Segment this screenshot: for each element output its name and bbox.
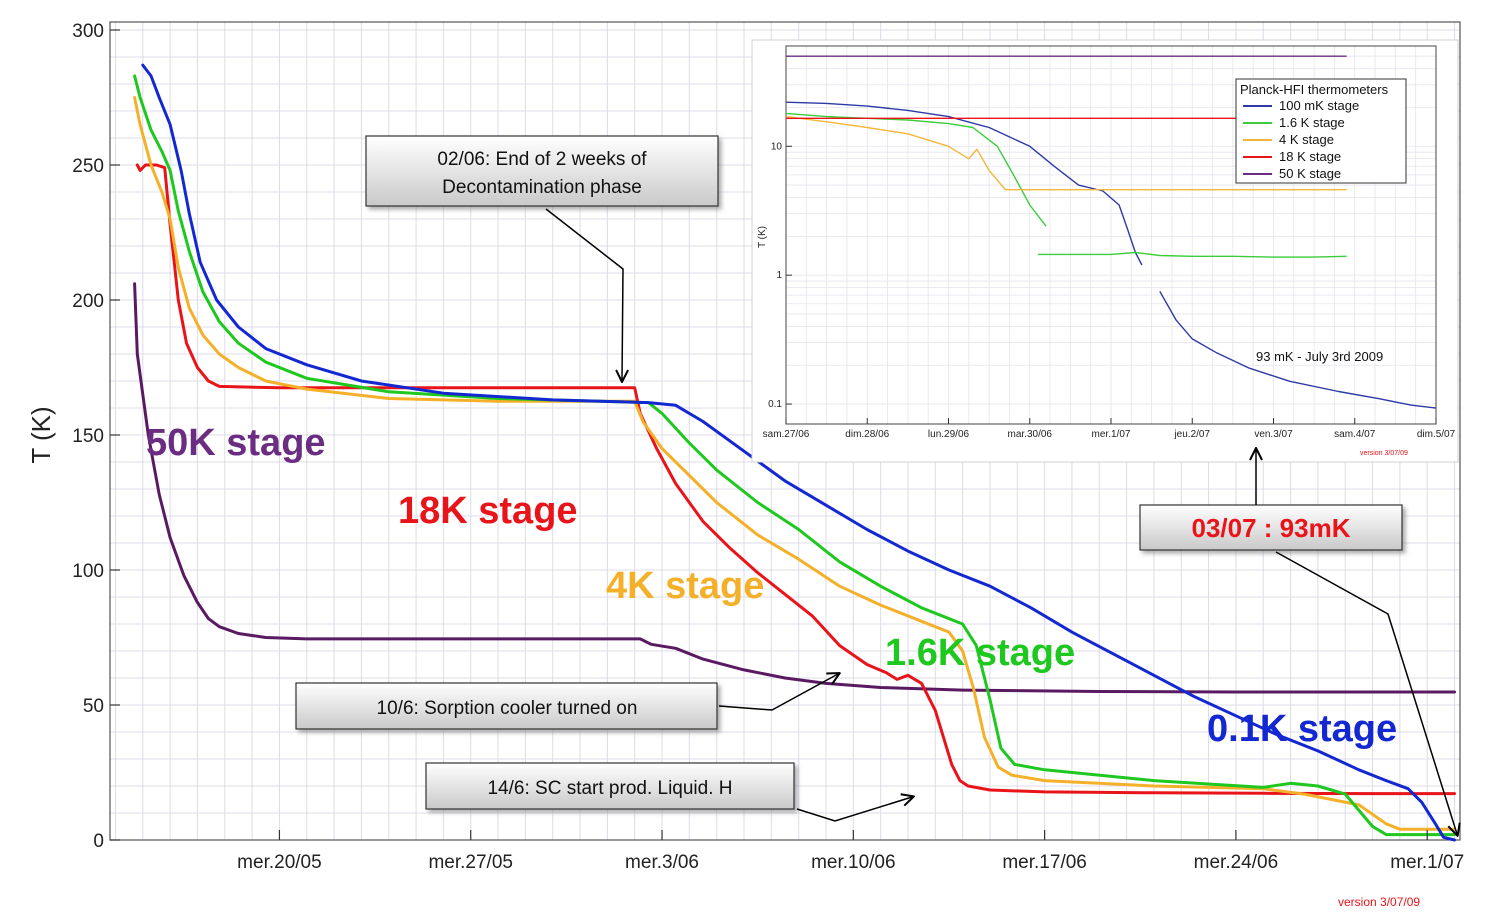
legend-entry: 50 K stage [1279,166,1341,181]
main-series [133,63,1456,842]
series-line-4k-stage [133,96,1456,831]
label-0-1k-stage: 0.1K stage [1207,708,1397,750]
inset-series-line-100-mk-stage [785,101,1143,266]
y-tick-label: 0 [93,831,104,852]
sc-start-text: 14/6: SC start prod. Liquid. H [487,778,732,799]
x-tick-label: mer.10/06 [811,852,896,873]
legend-entry: 100 mK stage [1279,98,1359,113]
x-tick-label: mer.27/05 [428,852,513,873]
label-4k-stage: 4K stage [606,565,764,607]
version-label: version 3/07/09 [1338,895,1420,909]
inset-x-tick-label: ven.3/07 [1254,429,1293,440]
main-ticks: 0 50 100 150 200 250 300 mer.20/05 mer.27/05 mer.… [72,21,1464,873]
decontamination-callout: 02/06: End of 2 weeks of Decontamination… [365,135,719,380]
y-tick-label: 150 [72,426,104,447]
inset-x-tick-label: lun.29/06 [928,429,970,440]
inset-x-tick-label: sam.4/07 [1334,429,1376,440]
y-tick-label: 50 [83,696,104,717]
inset-y-axis-label: T (K) [757,226,768,248]
inset-chart: 0.1 1 10 sam.27/06 dim.28/06 lun.29/06 mar.30/… [751,39,1459,463]
inset-y-tick-label: 1 [776,270,782,281]
inset-x-tick-label: mer.1/07 [1092,429,1131,440]
sorption-callout: 10/6: Sorption cooler turned on [295,674,838,730]
inset-series-line-4-k-stage [785,115,1347,191]
sc-start-callout: 14/6: SC start prod. Liquid. H [425,762,912,822]
x-tick-label: mer.17/06 [1002,852,1087,873]
decontamination-box [365,135,719,207]
legend-title: Planck-HFI thermometers [1240,82,1389,97]
inset-x-tick-label: sam.27/06 [763,429,810,440]
sc-start-arrow [796,797,912,822]
label-18k-stage: 18K stage [398,490,578,532]
legend-entry: 18 K stage [1279,149,1341,164]
series-line-18k-stage [135,163,1456,796]
decontamination-text-line2: Decontamination phase [442,177,642,198]
decontamination-text-line1: 02/06: End of 2 weeks of [437,149,647,170]
legend-entry: 1.6 K stage [1279,115,1345,130]
inset-y-tick-label: 10 [771,141,783,152]
series-line-1-6k-stage [133,74,1456,837]
main-axes [109,21,1461,841]
inset-annotation: 93 mK - July 3rd 2009 [1256,349,1383,364]
legend-box [1235,78,1407,184]
x-tick-label: mer.24/06 [1194,852,1279,873]
x-tick-label: mer.3/06 [625,852,699,873]
inset-y-tick-label: 0.1 [768,399,782,410]
series-line-0-1k-stage [141,63,1456,842]
sorption-arrow [718,674,838,711]
y-tick-label: 100 [72,561,104,582]
x-tick-label: mer.1/07 [1390,852,1464,873]
inset-series-line-100-mk-stage-tail [1159,290,1437,409]
y-axis-label: T (K) [26,406,56,463]
inset-legend: Planck-HFI thermometers 100 mK stage 1.6 … [1235,78,1407,184]
decontamination-arrow [545,208,623,380]
sc-start-box [425,762,795,810]
inset-x-tick-label: dim.5/07 [1417,429,1456,440]
y-tick-label: 200 [72,291,104,312]
inset-x-tick-label: jeu.2/07 [1173,429,1210,440]
mk-callout: 03/07 : 93mK [1139,450,1457,834]
inset-version: version 3/07/09 [1360,450,1408,457]
inset-x-tick-label: dim.28/06 [845,429,889,440]
mk-text: 03/07 : 93mK [1192,513,1351,543]
mk-box [1139,504,1403,551]
sorption-text: 10/6: Sorption cooler turned on [377,698,638,719]
legend-entry: 4 K stage [1279,132,1334,147]
sorption-box [295,682,718,730]
label-50k-stage: 50K stage [146,422,326,464]
mk-arrow-down [1275,551,1457,834]
plot-frame [109,21,1461,841]
y-tick-label: 300 [72,21,104,42]
x-tick-label: mer.20/05 [237,852,322,873]
inset-series-line-1-6-k-stage-sorption [1037,251,1347,258]
y-tick-label: 250 [72,156,104,177]
series-line-50k-stage [133,282,1456,694]
inset-x-tick-label: mar.30/06 [1008,429,1053,440]
inset-ticks: 0.1 1 10 sam.27/06 dim.28/06 lun.29/06 mar.30/… [763,141,1456,440]
label-1-6k-stage: 1.6K stage [885,632,1075,674]
inset-series [785,55,1437,409]
